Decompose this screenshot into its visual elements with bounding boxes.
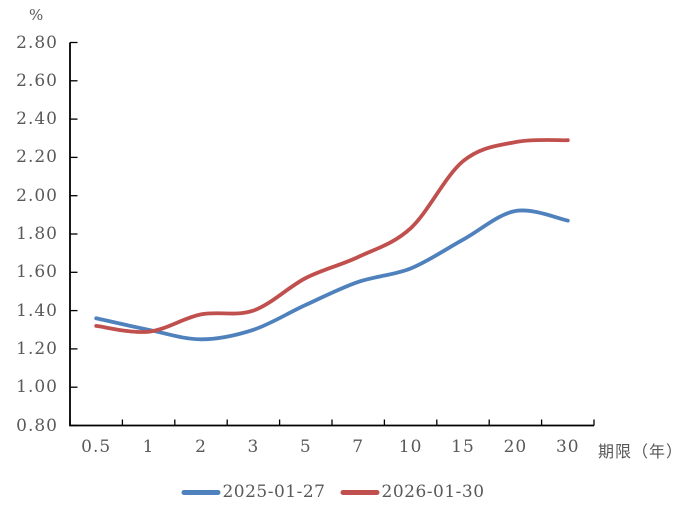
series-line-2025-01-27: [94, 208, 570, 342]
legend-label: 2025-01-27: [222, 482, 326, 502]
x-axis-tick-label: 1: [142, 437, 155, 457]
x-axis-tick-label: 3: [247, 437, 260, 457]
y-axis-tick-label: 2.60: [16, 70, 58, 91]
y-axis-tick-label: 0.80: [16, 415, 58, 436]
x-axis-tick-label: 5: [299, 437, 312, 457]
y-axis-unit-label: %: [29, 6, 44, 24]
x-axis-tick-label: 2: [195, 437, 207, 457]
y-axis-tick-label: 1.80: [16, 224, 58, 244]
legend-swatch-icon: [181, 489, 221, 495]
y-axis-tick-label: 1.40: [16, 300, 58, 321]
x-axis-tick-label: 0.5: [81, 437, 112, 457]
y-axis-tick-label: 2.00: [16, 185, 58, 206]
x-axis-tick-label: 7: [352, 437, 365, 457]
y-axis-tick-label: 2.40: [16, 109, 58, 130]
y-axis-tick-label: 1.20: [16, 338, 58, 359]
y-axis-tick-label: 1.60: [16, 262, 58, 283]
y-axis-tick-label: 2.20: [16, 147, 58, 168]
legend-label: 2026-01-30: [381, 482, 485, 502]
axis-lines: [69, 42, 594, 427]
legend: 2025-01-27 2026-01-30: [181, 482, 484, 502]
x-axis-tick-label: 20: [503, 437, 528, 457]
y-axis-tick-label: 1.00: [16, 377, 58, 398]
legend-item: 2026-01-30: [340, 482, 485, 502]
x-axis-tick-label: 30: [555, 437, 580, 457]
y-axis-tick-label: 2.80: [16, 32, 58, 53]
legend-swatch-icon: [340, 489, 380, 495]
x-axis-title: 期限（年）: [598, 442, 684, 461]
x-axis-tick-label: 15: [451, 437, 475, 457]
x-axis-tick-label: 10: [398, 437, 423, 457]
legend-item: 2025-01-27: [181, 482, 325, 502]
series-line-2026-01-30: [94, 138, 570, 334]
